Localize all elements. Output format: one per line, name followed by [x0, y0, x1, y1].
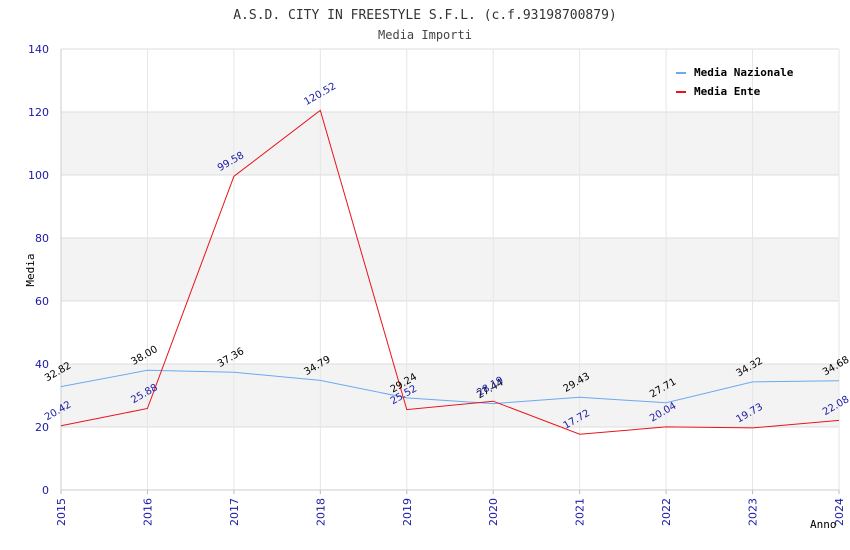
x-tick-labels: 2015 2016 2017 2018 2019 2020 2021 2022 2023 2024: [55, 498, 846, 526]
y-tick-label: 140: [28, 43, 49, 56]
y-tick-label: 60: [35, 295, 49, 308]
axes: [60, 49, 840, 494]
x-tick-label: 2020: [487, 498, 500, 526]
grid-band: [61, 364, 839, 427]
legend: Media Nazionale Media Ente: [676, 66, 794, 98]
y-axis-label: Media: [24, 253, 37, 286]
legend-label-nazionale: Media Nazionale: [694, 66, 794, 79]
y-tick-label: 100: [28, 169, 49, 182]
grid-band: [61, 238, 839, 301]
grid-lines: [60, 48, 840, 491]
x-tick-label: 2017: [228, 498, 241, 526]
y-tick-labels: 0 20 40 60 80 100 120 140: [28, 43, 49, 497]
x-tick-label: 2022: [660, 498, 673, 526]
x-tick-label: 2021: [574, 498, 587, 526]
series-line-media-nazionale: [60, 369, 840, 405]
grid-bands: [61, 112, 839, 427]
legend-label-ente: Media Ente: [694, 85, 761, 98]
x-tick-label: 2019: [401, 498, 414, 526]
series-line-media-ente: [60, 109, 840, 435]
y-tick-label: 20: [35, 421, 49, 434]
x-tick-label: 2023: [747, 498, 760, 526]
y-tick-label: 120: [28, 106, 49, 119]
grid-band: [61, 112, 839, 175]
y-tick-label: 0: [42, 484, 49, 497]
x-axis-label: Anno: [810, 518, 837, 531]
series-lines: [60, 109, 840, 435]
chart-subtitle: Media Importi: [378, 28, 472, 42]
chart-title: A.S.D. CITY IN FREESTYLE S.F.L. (c.f.931…: [233, 8, 617, 23]
x-tick-label: 2018: [314, 498, 327, 526]
x-tick-label: 2016: [141, 498, 154, 526]
x-tick-label: 2024: [833, 498, 846, 526]
x-tick-label: 2015: [55, 498, 68, 526]
y-tick-label: 80: [35, 232, 49, 245]
y-tick-label: 40: [35, 358, 49, 371]
